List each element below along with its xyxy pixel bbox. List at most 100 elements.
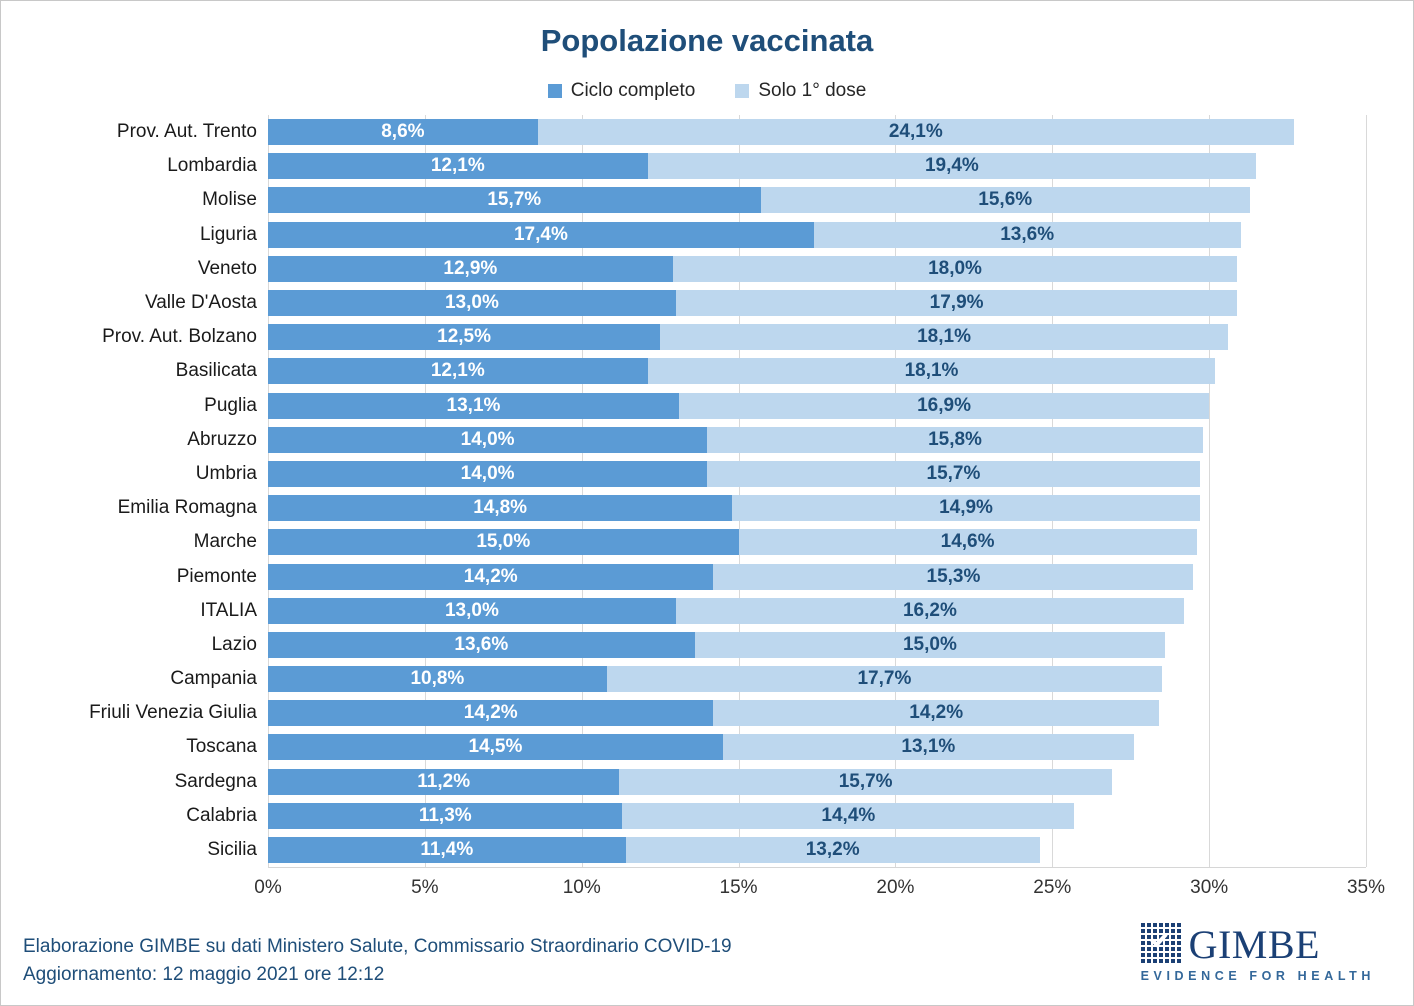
bar-value-label: 16,2% bbox=[902, 599, 957, 621]
bar-segment: 16,2% bbox=[675, 597, 1185, 624]
bar-segment: 14,6% bbox=[738, 529, 1197, 556]
bar-value-label: 13,1% bbox=[446, 394, 501, 416]
bar-row: 17,4% 13,6% bbox=[268, 218, 1366, 252]
bar-segment: 11,4% bbox=[268, 837, 626, 864]
legend-label: Ciclo completo bbox=[570, 80, 696, 101]
axis-tick-label: 30% bbox=[1190, 877, 1229, 899]
bar-value-label: 14,0% bbox=[460, 428, 515, 450]
stacked-bar: 14,8% 14,9% bbox=[268, 495, 1366, 522]
bar-segment: 11,3% bbox=[268, 802, 623, 829]
category-label: Marche bbox=[193, 531, 257, 553]
category-label: Molise bbox=[202, 189, 257, 211]
category-label: Veneto bbox=[197, 257, 257, 279]
footer-line-1: Elaborazione GIMBE su dati Ministero Sal… bbox=[23, 936, 732, 957]
bar-value-label: 13,0% bbox=[444, 599, 499, 621]
bar-value-label: 14,2% bbox=[463, 702, 518, 724]
footer-line-2: Aggiornamento: 12 maggio 2021 ore 12:12 bbox=[23, 964, 385, 985]
category-label: Abruzzo bbox=[187, 428, 257, 450]
gimbe-logo-name: GIMBE bbox=[1188, 922, 1320, 967]
bar-row: 13,0% 16,2% bbox=[268, 594, 1366, 628]
bar-segment: 13,1% bbox=[722, 734, 1134, 761]
category-label: Sicilia bbox=[207, 839, 257, 861]
category-label: Lombardia bbox=[167, 155, 257, 177]
bar-value-label: 11,2% bbox=[417, 770, 471, 792]
bar-value-label: 18,1% bbox=[917, 326, 971, 348]
plot-area: 8,6% 24,1% 12,1% 19,4% 15,7% 15,6% 17,4% 13,6% 1… bbox=[268, 115, 1367, 869]
bar-segment: 12,5% bbox=[268, 324, 661, 351]
bar-segment: 13,6% bbox=[268, 631, 695, 658]
bar-value-label: 13,6% bbox=[454, 633, 509, 655]
category-axis-labels: Prov. Aut. Trento Lombardia Molise Liguria V… bbox=[11, 115, 268, 868]
gridline-5% bbox=[424, 115, 426, 868]
bar-value-label: 14,4% bbox=[821, 804, 876, 826]
bar-segment: 15,8% bbox=[707, 426, 1203, 453]
axis-tick-label: 15% bbox=[719, 877, 758, 899]
gridline-25% bbox=[1052, 115, 1054, 868]
bar-segment: 13,0% bbox=[268, 290, 676, 317]
stacked-bar: 11,3% 14,4% bbox=[268, 802, 1366, 829]
axis-tick-label: 0% bbox=[254, 877, 282, 899]
bar-segment: 12,9% bbox=[268, 255, 673, 282]
stacked-bar: 13,0% 17,9% bbox=[268, 290, 1366, 317]
bar-segment: 14,9% bbox=[732, 495, 1200, 522]
bar-value-label: 8,6% bbox=[381, 121, 425, 143]
bar-value-label: 18,0% bbox=[928, 257, 982, 279]
stacked-bar: 13,1% 16,9% bbox=[268, 392, 1366, 419]
bar-value-label: 15,7% bbox=[838, 770, 893, 792]
gridline-35% bbox=[1366, 115, 1367, 868]
axis-tick-label: 10% bbox=[562, 877, 601, 899]
bar-segment: 16,9% bbox=[678, 392, 1210, 419]
bar-value-label: 14,2% bbox=[909, 702, 964, 724]
bar-segment: 17,9% bbox=[675, 290, 1238, 317]
bar-value-label: 15,6% bbox=[978, 189, 1033, 211]
bar-row: 14,5% 13,1% bbox=[268, 730, 1366, 764]
bar-segment: 12,1% bbox=[268, 358, 648, 385]
axis-tick-label: 25% bbox=[1033, 877, 1072, 899]
bar-value-label: 12,5% bbox=[437, 326, 491, 348]
bar-value-label: 17,9% bbox=[929, 292, 984, 314]
category-label: Basilicata bbox=[175, 360, 257, 382]
bar-value-label: 14,5% bbox=[468, 736, 523, 758]
stacked-bar: 17,4% 13,6% bbox=[268, 221, 1366, 248]
bar-row: 12,1% 18,1% bbox=[268, 354, 1366, 388]
bar-row: 12,9% 18,0% bbox=[268, 252, 1366, 286]
axis-tick-label: 35% bbox=[1346, 877, 1386, 899]
bar-value-label: 18,1% bbox=[904, 360, 959, 382]
bar-segment: 24,1% bbox=[537, 119, 1294, 146]
bar-segment: 15,7% bbox=[619, 768, 1112, 795]
bar-row: 8,6% 24,1% bbox=[268, 115, 1366, 149]
stacked-bar: 15,7% 15,6% bbox=[268, 187, 1366, 214]
stacked-bar: 12,1% 18,1% bbox=[268, 358, 1366, 385]
legend-swatch-icon bbox=[547, 84, 562, 98]
bar-segment: 8,6% bbox=[268, 119, 538, 146]
bar-segment: 14,2% bbox=[713, 700, 1159, 727]
bar-value-label: 14,0% bbox=[460, 462, 515, 484]
bar-value-label: 15,0% bbox=[476, 531, 531, 553]
bar-segment: 12,1% bbox=[268, 153, 648, 180]
bar-value-label: 15,7% bbox=[487, 189, 542, 211]
bar-row: 14,0% 15,7% bbox=[268, 457, 1366, 491]
bar-value-label: 14,6% bbox=[940, 531, 995, 553]
legend-swatch-icon bbox=[735, 84, 750, 98]
gridline-20% bbox=[895, 115, 897, 868]
bar-value-label: 13,0% bbox=[444, 292, 499, 314]
plot-region: Prov. Aut. Trento Lombardia Molise Liguria V… bbox=[11, 115, 1413, 869]
bar-value-label: 12,1% bbox=[430, 155, 485, 177]
bar-value-label: 15,0% bbox=[902, 633, 957, 655]
bar-row: 14,2% 14,2% bbox=[268, 696, 1366, 730]
bar-value-label: 15,8% bbox=[928, 428, 982, 450]
category-label: Umbria bbox=[195, 462, 257, 484]
category-label: Sardegna bbox=[174, 770, 257, 792]
bar-value-label: 15,3% bbox=[926, 565, 981, 587]
stacked-bar: 11,4% 13,2% bbox=[268, 837, 1366, 864]
gimbe-logo: GIMBE EVIDENCE FOR HEALTH bbox=[1140, 922, 1375, 983]
bar-value-label: 13,6% bbox=[1000, 223, 1055, 245]
bar-row: 12,1% 19,4% bbox=[268, 149, 1366, 183]
bar-segment: 15,7% bbox=[268, 187, 761, 214]
bar-segment: 17,4% bbox=[268, 221, 814, 248]
bar-value-label: 13,1% bbox=[901, 736, 956, 758]
stacked-bar: 12,9% 18,0% bbox=[268, 255, 1366, 282]
bar-row: 11,3% 14,4% bbox=[268, 799, 1366, 833]
legend-label: Solo 1° dose bbox=[758, 80, 867, 101]
bar-row: 11,2% 15,7% bbox=[268, 765, 1366, 799]
